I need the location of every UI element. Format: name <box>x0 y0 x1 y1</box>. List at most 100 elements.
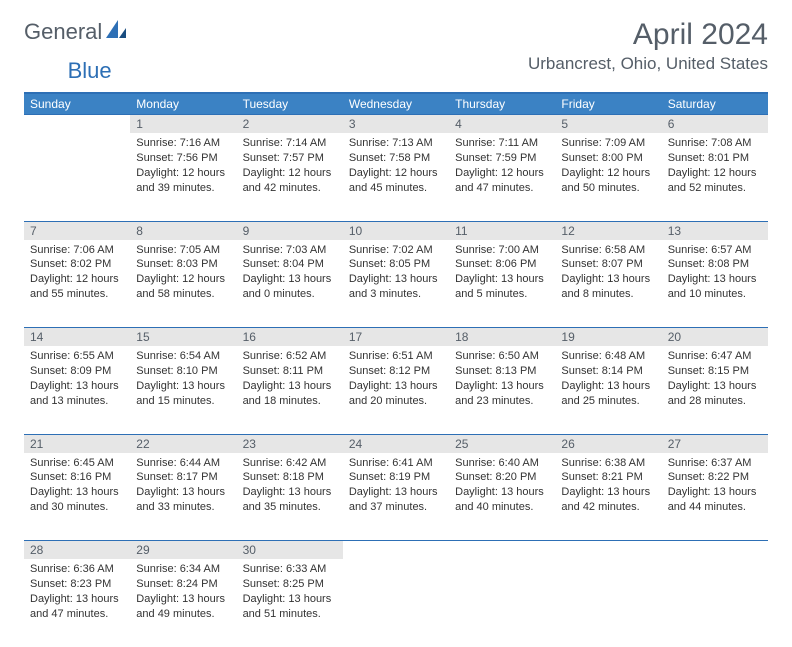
sunset-line: Sunset: 8:24 PM <box>136 577 230 592</box>
sunset-line: Sunset: 8:04 PM <box>243 257 337 272</box>
weekday-header-row: SundayMondayTuesdayWednesdayThursdayFrid… <box>24 93 768 115</box>
day-number-cell: 24 <box>343 434 449 453</box>
day-number-cell: 20 <box>662 328 768 347</box>
sunset-line: Sunset: 7:56 PM <box>136 151 230 166</box>
sunset-line: Sunset: 8:20 PM <box>455 470 549 485</box>
day-content-cell: Sunrise: 7:02 AMSunset: 8:05 PMDaylight:… <box>343 240 449 328</box>
sunrise-line: Sunrise: 6:34 AM <box>136 562 230 577</box>
sunset-line: Sunset: 8:09 PM <box>30 364 124 379</box>
day-content-cell: Sunrise: 7:09 AMSunset: 8:00 PMDaylight:… <box>555 133 661 221</box>
weekday-header: Saturday <box>662 93 768 115</box>
day-number-cell: 9 <box>237 221 343 240</box>
sunrise-line: Sunrise: 6:55 AM <box>30 349 124 364</box>
day-content-cell <box>555 559 661 647</box>
day-content-cell: Sunrise: 6:55 AMSunset: 8:09 PMDaylight:… <box>24 346 130 434</box>
daylight-line: Daylight: 13 hours and 3 minutes. <box>349 272 443 302</box>
day-content-cell: Sunrise: 7:11 AMSunset: 7:59 PMDaylight:… <box>449 133 555 221</box>
day-content-cell: Sunrise: 6:57 AMSunset: 8:08 PMDaylight:… <box>662 240 768 328</box>
daylight-line: Daylight: 13 hours and 5 minutes. <box>455 272 549 302</box>
day-content-cell: Sunrise: 6:52 AMSunset: 8:11 PMDaylight:… <box>237 346 343 434</box>
daylight-line: Daylight: 13 hours and 20 minutes. <box>349 379 443 409</box>
sunrise-line: Sunrise: 6:58 AM <box>561 243 655 258</box>
day-number-cell: 2 <box>237 115 343 134</box>
sunrise-line: Sunrise: 6:41 AM <box>349 456 443 471</box>
daylight-line: Daylight: 12 hours and 42 minutes. <box>243 166 337 196</box>
day-content-cell: Sunrise: 6:40 AMSunset: 8:20 PMDaylight:… <box>449 453 555 541</box>
day-content-cell: Sunrise: 6:58 AMSunset: 8:07 PMDaylight:… <box>555 240 661 328</box>
day-content-cell: Sunrise: 7:13 AMSunset: 7:58 PMDaylight:… <box>343 133 449 221</box>
sunrise-line: Sunrise: 7:09 AM <box>561 136 655 151</box>
day-number-row: 78910111213 <box>24 221 768 240</box>
weekday-header: Tuesday <box>237 93 343 115</box>
sunrise-line: Sunrise: 7:06 AM <box>30 243 124 258</box>
day-content-cell <box>662 559 768 647</box>
sunset-line: Sunset: 8:15 PM <box>668 364 762 379</box>
day-content-cell: Sunrise: 6:51 AMSunset: 8:12 PMDaylight:… <box>343 346 449 434</box>
daylight-line: Daylight: 13 hours and 8 minutes. <box>561 272 655 302</box>
sunrise-line: Sunrise: 6:47 AM <box>668 349 762 364</box>
sunrise-line: Sunrise: 6:48 AM <box>561 349 655 364</box>
daylight-line: Daylight: 12 hours and 58 minutes. <box>136 272 230 302</box>
sunset-line: Sunset: 8:19 PM <box>349 470 443 485</box>
logo: General <box>24 18 130 45</box>
day-number-cell: 22 <box>130 434 236 453</box>
day-content-cell: Sunrise: 6:45 AMSunset: 8:16 PMDaylight:… <box>24 453 130 541</box>
sunrise-line: Sunrise: 6:42 AM <box>243 456 337 471</box>
sunrise-line: Sunrise: 7:14 AM <box>243 136 337 151</box>
day-number-cell: 26 <box>555 434 661 453</box>
sunrise-line: Sunrise: 6:57 AM <box>668 243 762 258</box>
sunrise-line: Sunrise: 6:52 AM <box>243 349 337 364</box>
day-number-cell: 5 <box>555 115 661 134</box>
daylight-line: Daylight: 13 hours and 25 minutes. <box>561 379 655 409</box>
day-number-cell: 30 <box>237 541 343 560</box>
day-content-row: Sunrise: 6:45 AMSunset: 8:16 PMDaylight:… <box>24 453 768 541</box>
day-content-cell <box>343 559 449 647</box>
sunset-line: Sunset: 7:58 PM <box>349 151 443 166</box>
day-number-cell <box>449 541 555 560</box>
sunset-line: Sunset: 8:21 PM <box>561 470 655 485</box>
daylight-line: Daylight: 13 hours and 42 minutes. <box>561 485 655 515</box>
sunrise-line: Sunrise: 6:44 AM <box>136 456 230 471</box>
day-number-cell <box>343 541 449 560</box>
sunrise-line: Sunrise: 7:11 AM <box>455 136 549 151</box>
logo-text-blue: Blue <box>68 58 112 84</box>
day-number-row: 21222324252627 <box>24 434 768 453</box>
day-number-cell: 7 <box>24 221 130 240</box>
sunset-line: Sunset: 7:59 PM <box>455 151 549 166</box>
sunset-line: Sunset: 8:11 PM <box>243 364 337 379</box>
day-number-row: 282930 <box>24 541 768 560</box>
day-content-cell: Sunrise: 7:00 AMSunset: 8:06 PMDaylight:… <box>449 240 555 328</box>
sunset-line: Sunset: 8:23 PM <box>30 577 124 592</box>
month-title: April 2024 <box>528 18 768 52</box>
title-block: April 2024 Urbancrest, Ohio, United Stat… <box>528 18 768 74</box>
day-number-cell: 27 <box>662 434 768 453</box>
day-content-cell: Sunrise: 6:37 AMSunset: 8:22 PMDaylight:… <box>662 453 768 541</box>
day-number-cell: 10 <box>343 221 449 240</box>
sunrise-line: Sunrise: 6:33 AM <box>243 562 337 577</box>
day-number-row: 14151617181920 <box>24 328 768 347</box>
sunrise-line: Sunrise: 7:08 AM <box>668 136 762 151</box>
daylight-line: Daylight: 13 hours and 51 minutes. <box>243 592 337 622</box>
weekday-header: Sunday <box>24 93 130 115</box>
sunrise-line: Sunrise: 7:13 AM <box>349 136 443 151</box>
day-content-cell: Sunrise: 7:05 AMSunset: 8:03 PMDaylight:… <box>130 240 236 328</box>
sunset-line: Sunset: 8:07 PM <box>561 257 655 272</box>
daylight-line: Daylight: 13 hours and 23 minutes. <box>455 379 549 409</box>
day-number-cell: 1 <box>130 115 236 134</box>
sunrise-line: Sunrise: 6:38 AM <box>561 456 655 471</box>
daylight-line: Daylight: 13 hours and 49 minutes. <box>136 592 230 622</box>
sunset-line: Sunset: 8:13 PM <box>455 364 549 379</box>
daylight-line: Daylight: 12 hours and 52 minutes. <box>668 166 762 196</box>
daylight-line: Daylight: 13 hours and 0 minutes. <box>243 272 337 302</box>
location: Urbancrest, Ohio, United States <box>528 54 768 74</box>
day-content-cell: Sunrise: 7:08 AMSunset: 8:01 PMDaylight:… <box>662 133 768 221</box>
daylight-line: Daylight: 12 hours and 50 minutes. <box>561 166 655 196</box>
day-content-cell: Sunrise: 7:03 AMSunset: 8:04 PMDaylight:… <box>237 240 343 328</box>
day-content-cell: Sunrise: 6:34 AMSunset: 8:24 PMDaylight:… <box>130 559 236 647</box>
day-number-cell <box>24 115 130 134</box>
weekday-header: Monday <box>130 93 236 115</box>
sunset-line: Sunset: 8:25 PM <box>243 577 337 592</box>
sunrise-line: Sunrise: 7:00 AM <box>455 243 549 258</box>
day-number-cell: 23 <box>237 434 343 453</box>
sunset-line: Sunset: 7:57 PM <box>243 151 337 166</box>
